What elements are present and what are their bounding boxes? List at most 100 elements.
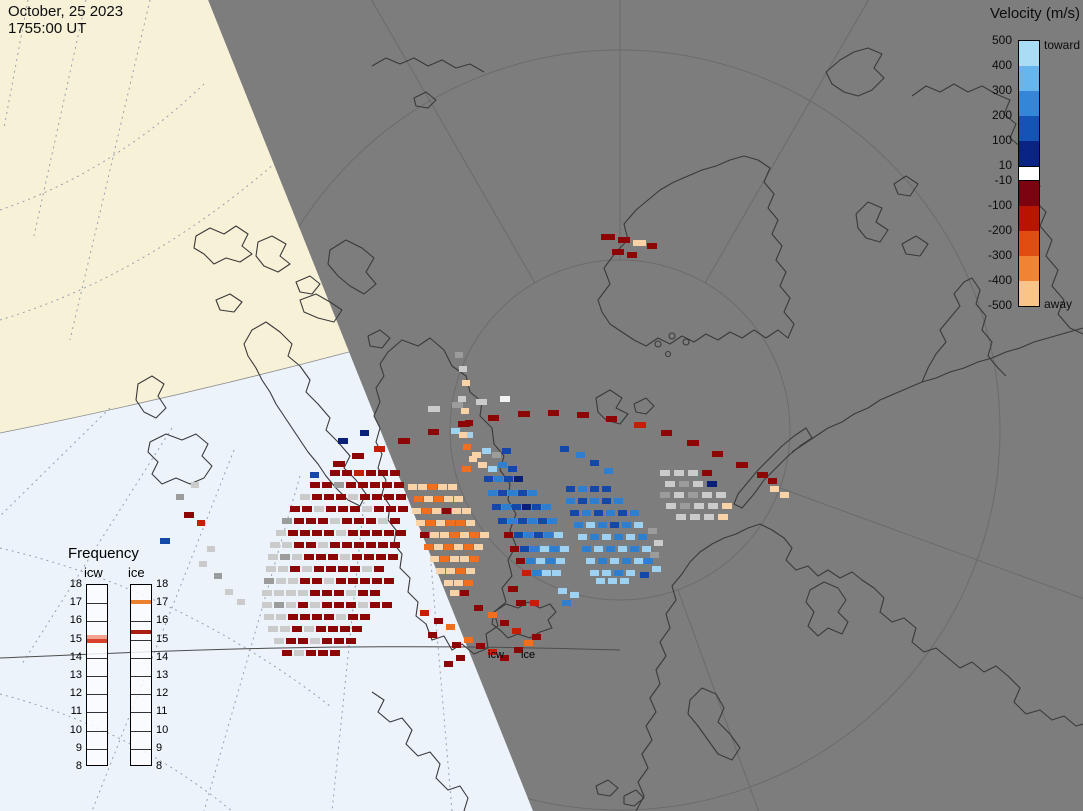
velocity-cell [558,588,567,594]
velocity-cell [184,512,194,518]
velocity-cell [594,546,603,552]
velocity-cell [472,452,481,458]
velocity-cell [601,234,615,240]
velocity-cell [286,638,296,644]
velocity-cell [324,494,334,500]
velocity-cell [288,578,298,584]
colorbar-segment [1019,166,1039,181]
velocity-cell [372,578,382,584]
velocity-cell [354,542,364,548]
velocity-cell [312,614,322,620]
frequency-scale-label-right: 17 [156,596,169,609]
velocity-cell [690,514,700,520]
frequency-mark-ice [131,630,151,635]
velocity-cell [462,508,471,514]
frequency-scale-label-right: 18 [156,578,169,590]
colorbar-tick-label: -500 [987,298,1012,312]
velocity-cell [454,580,463,586]
velocity-cell [590,460,599,466]
velocity-cell [362,566,372,572]
velocity-cell [334,638,344,644]
velocity-cell [757,472,768,478]
velocity-cell [526,558,535,564]
velocity-cell [366,542,376,548]
velocity-cell [602,534,611,540]
time-text: 1755:00 UT [8,20,87,37]
velocity-cell [278,566,288,572]
velocity-cell [492,504,501,510]
velocity-cell [312,578,322,584]
velocity-cell [280,554,290,560]
velocity-cell [458,396,466,402]
velocity-cell [330,650,340,656]
velocity-cell [634,422,646,428]
colorbar-tick-label: 100 [991,133,1012,147]
velocity-cell [394,482,404,488]
velocity-cell [386,506,396,512]
velocity-cell [665,481,675,487]
velocity-cell [450,556,459,562]
velocity-cell [318,518,328,524]
velocity-cell [274,602,284,608]
velocity-cell [376,554,386,560]
velocity-cell [428,429,439,435]
colorbar-tick-label: -100 [987,198,1012,212]
velocity-cell [454,544,463,550]
colorbar-segment [1019,181,1039,206]
velocity-cell [522,504,531,510]
velocity-cell [292,626,302,632]
velocity-cell [310,590,320,596]
velocity-cell [424,496,433,502]
velocity-cell [618,237,630,243]
velocity-cell [470,532,479,538]
velocity-cell [384,494,394,500]
velocity-cell [270,542,280,548]
velocity-cell [582,546,591,552]
velocity-cell [432,508,441,514]
coastlines [135,47,1083,811]
velocity-cell [330,542,340,548]
graticule-day-dotted [0,0,453,811]
velocity-cell [546,558,555,564]
velocity-cell [334,602,344,608]
velocity-cell [644,558,653,564]
velocity-cell [420,532,429,538]
velocity-cell [434,496,443,502]
velocity-cell [282,542,292,548]
velocity-cell [456,520,465,526]
velocity-cell [488,415,499,421]
velocity-cell [322,602,332,608]
velocity-cell [262,602,272,608]
velocity-cell [298,638,308,644]
frequency-column-ice-label: ice [128,565,145,580]
velocity-cell [718,514,728,520]
velocity-cell [214,573,222,579]
velocity-cell [508,490,517,496]
velocity-cell [370,482,380,488]
velocity-cell [660,470,670,476]
velocity-cell [456,655,465,661]
velocity-cell [532,634,541,640]
velocity-cell [688,470,698,476]
velocity-cell [338,566,348,572]
velocity-cell [336,494,346,500]
velocity-cell [346,590,356,596]
velocity-cell [660,492,670,498]
velocity-cell [398,438,410,444]
frequency-scale-label-left: 10 [69,723,82,736]
velocity-cell [602,498,611,504]
velocity-cell [554,532,563,538]
velocity-cell [574,522,583,528]
colorbar-segment [1019,41,1039,66]
away-label: away [1044,297,1073,311]
colorbar-tick-label: -300 [987,248,1012,262]
velocity-cell [544,532,553,538]
velocity-cell [679,481,689,487]
map-label-ice: ice [521,649,536,661]
velocity-cell [614,570,623,576]
velocity-cell [366,518,376,524]
velocity-cell [538,518,547,524]
velocity-cell [469,456,477,462]
velocity-cell [310,602,320,608]
velocity-cell [502,504,511,510]
